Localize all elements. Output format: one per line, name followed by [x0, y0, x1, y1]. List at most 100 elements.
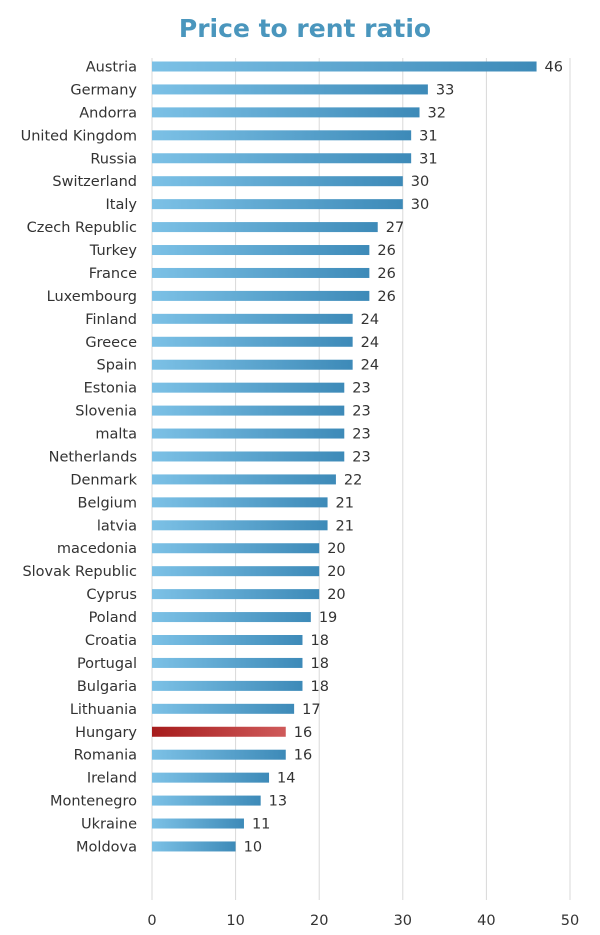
bar-montenegro — [152, 795, 261, 806]
value-label-switzerland: 30 — [411, 174, 429, 190]
bar-malta — [152, 428, 345, 439]
value-label-latvia: 21 — [336, 518, 354, 534]
value-label-germany: 33 — [436, 82, 454, 98]
x-tick-label-40: 40 — [477, 913, 495, 929]
bar-bulgaria — [152, 680, 303, 691]
chart-title: Price to rent ratio — [179, 14, 431, 43]
value-label-italy: 30 — [411, 197, 429, 213]
bar-cyprus — [152, 589, 320, 600]
bar-hungary — [152, 726, 286, 737]
category-labels: Austria Germany Andorra United Kingdom Russi… — [21, 60, 138, 856]
bar-finland — [152, 313, 353, 324]
category-label-germany: Germany — [70, 82, 137, 98]
value-label-russia: 31 — [419, 151, 437, 167]
bars — [152, 61, 537, 852]
value-label-finland: 24 — [361, 312, 379, 328]
bar-austria — [152, 61, 537, 72]
bar-denmark — [152, 474, 336, 485]
value-label-bulgaria: 18 — [310, 679, 328, 695]
value-label-slovak-republic: 20 — [327, 564, 345, 580]
category-label-romania: Romania — [74, 748, 137, 764]
bar-portugal — [152, 657, 303, 668]
bar-ireland — [152, 772, 270, 783]
value-label-france: 26 — [377, 266, 395, 282]
value-label-andorra: 32 — [428, 105, 446, 121]
category-label-austria: Austria — [86, 60, 137, 76]
category-label-montenegro: Montenegro — [50, 794, 137, 810]
bar-moldova — [152, 841, 236, 852]
value-label-netherlands: 23 — [352, 449, 370, 465]
value-label-montenegro: 13 — [269, 794, 287, 810]
value-label-united-kingdom: 31 — [419, 128, 437, 144]
category-label-estonia: Estonia — [84, 381, 137, 397]
value-label-poland: 19 — [319, 610, 337, 626]
bar-slovak-republic — [152, 566, 320, 577]
value-label-estonia: 23 — [352, 381, 370, 397]
category-label-united-kingdom: United Kingdom — [21, 128, 137, 144]
x-tick-label-0: 0 — [147, 913, 156, 929]
category-label-slovak-republic: Slovak Republic — [22, 564, 137, 580]
bar-andorra — [152, 107, 420, 118]
category-label-moldova: Moldova — [76, 839, 137, 855]
category-label-russia: Russia — [90, 151, 137, 167]
bar-italy — [152, 199, 403, 210]
category-label-czech-republic: Czech Republic — [27, 220, 137, 236]
category-label-cyprus: Cyprus — [86, 587, 137, 603]
value-label-austria: 46 — [545, 60, 563, 76]
category-label-ireland: Ireland — [87, 771, 137, 787]
category-label-spain: Spain — [96, 358, 137, 374]
bar-poland — [152, 612, 311, 623]
value-label-greece: 24 — [361, 335, 379, 351]
category-label-hungary: Hungary — [75, 725, 137, 741]
category-label-poland: Poland — [89, 610, 137, 626]
value-label-lithuania: 17 — [302, 702, 320, 718]
value-label-portugal: 18 — [310, 656, 328, 672]
bar-estonia — [152, 382, 345, 393]
bar-greece — [152, 336, 353, 347]
category-label-greece: Greece — [85, 335, 137, 351]
value-label-turkey: 26 — [377, 243, 395, 259]
value-label-macedonia: 20 — [327, 541, 345, 557]
value-label-moldova: 10 — [244, 839, 262, 855]
bar-latvia — [152, 520, 328, 531]
bar-ukraine — [152, 818, 244, 829]
bar-netherlands — [152, 451, 345, 462]
value-label-romania: 16 — [294, 748, 312, 764]
bar-united-kingdom — [152, 130, 412, 141]
x-axis-ticks: 0 10 20 30 40 50 — [147, 913, 579, 929]
value-label-ukraine: 11 — [252, 817, 270, 833]
bar-russia — [152, 153, 412, 164]
bar-germany — [152, 84, 428, 95]
category-label-turkey: Turkey — [89, 243, 138, 259]
value-label-ireland: 14 — [277, 771, 295, 787]
category-label-malta: malta — [95, 427, 137, 443]
category-label-luxembourg: Luxembourg — [47, 289, 137, 305]
value-label-spain: 24 — [361, 358, 379, 374]
value-label-malta: 23 — [352, 427, 370, 443]
category-label-macedonia: macedonia — [57, 541, 137, 557]
x-tick-label-20: 20 — [310, 913, 328, 929]
category-label-lithuania: Lithuania — [70, 702, 137, 718]
category-label-slovenia: Slovenia — [75, 404, 137, 420]
bar-turkey — [152, 245, 370, 256]
bar-luxembourg — [152, 290, 370, 301]
value-label-croatia: 18 — [310, 633, 328, 649]
value-label-czech-republic: 27 — [386, 220, 404, 236]
category-label-portugal: Portugal — [77, 656, 137, 672]
category-label-ukraine: Ukraine — [81, 817, 137, 833]
x-tick-label-50: 50 — [561, 913, 579, 929]
value-label-hungary: 16 — [294, 725, 312, 741]
bar-croatia — [152, 635, 303, 645]
bar-czech-republic — [152, 222, 378, 233]
category-label-netherlands: Netherlands — [49, 449, 137, 465]
value-label-belgium: 21 — [336, 495, 354, 511]
value-labels: 46 33 32 31 31 30 30 27 26 26 26 24 24 24 23 23 23 23 22 21… — [244, 60, 563, 856]
category-label-belgium: Belgium — [78, 495, 137, 511]
bar-slovenia — [152, 405, 345, 416]
category-label-france: France — [89, 266, 137, 282]
category-label-denmark: Denmark — [70, 472, 137, 488]
value-label-cyprus: 20 — [327, 587, 345, 603]
bar-lithuania — [152, 703, 295, 714]
value-label-luxembourg: 26 — [377, 289, 395, 305]
